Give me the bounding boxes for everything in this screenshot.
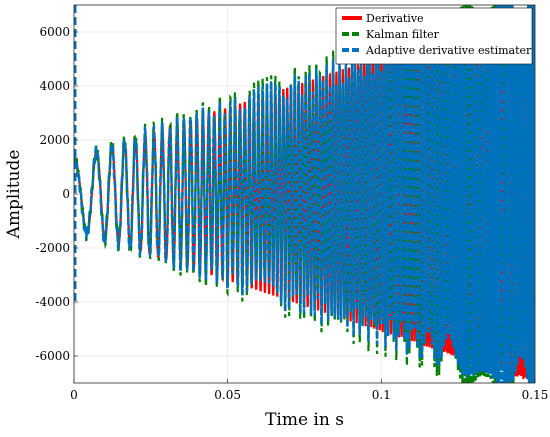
y-axis-label: Amplitude <box>4 150 24 240</box>
x-tick-label: 0.05 <box>214 388 241 402</box>
x-tick-label: 0.15 <box>522 388 549 402</box>
legend-label-adaptive: Adaptive derivative estimater <box>365 44 532 57</box>
series-layer <box>74 5 535 383</box>
legend: Derivative Kalman filter Adaptive deriva… <box>335 7 533 65</box>
y-tick-label: -6000 <box>35 349 70 363</box>
x-axis-label: Time in s <box>265 410 344 430</box>
x-tick-label: 0 <box>70 388 78 402</box>
y-tick-label: 2000 <box>39 133 70 147</box>
legend-box <box>335 7 533 65</box>
y-tick-label: 4000 <box>39 79 70 93</box>
x-tick-label: 0.1 <box>372 388 391 402</box>
legend-label-derivative: Derivative <box>366 12 424 25</box>
series-adaptive-derivative-estimater <box>74 5 535 383</box>
legend-label-kalman: Kalman filter <box>366 28 440 41</box>
y-tick-label: -4000 <box>35 295 70 309</box>
ticks: 0 0.05 0.1 0.15 -6000 -4000 -2000 0 2000 4000 6000 <box>35 25 548 402</box>
y-tick-label: -2000 <box>35 241 70 255</box>
y-tick-label: 6000 <box>39 25 70 39</box>
y-tick-label: 0 <box>62 187 70 201</box>
